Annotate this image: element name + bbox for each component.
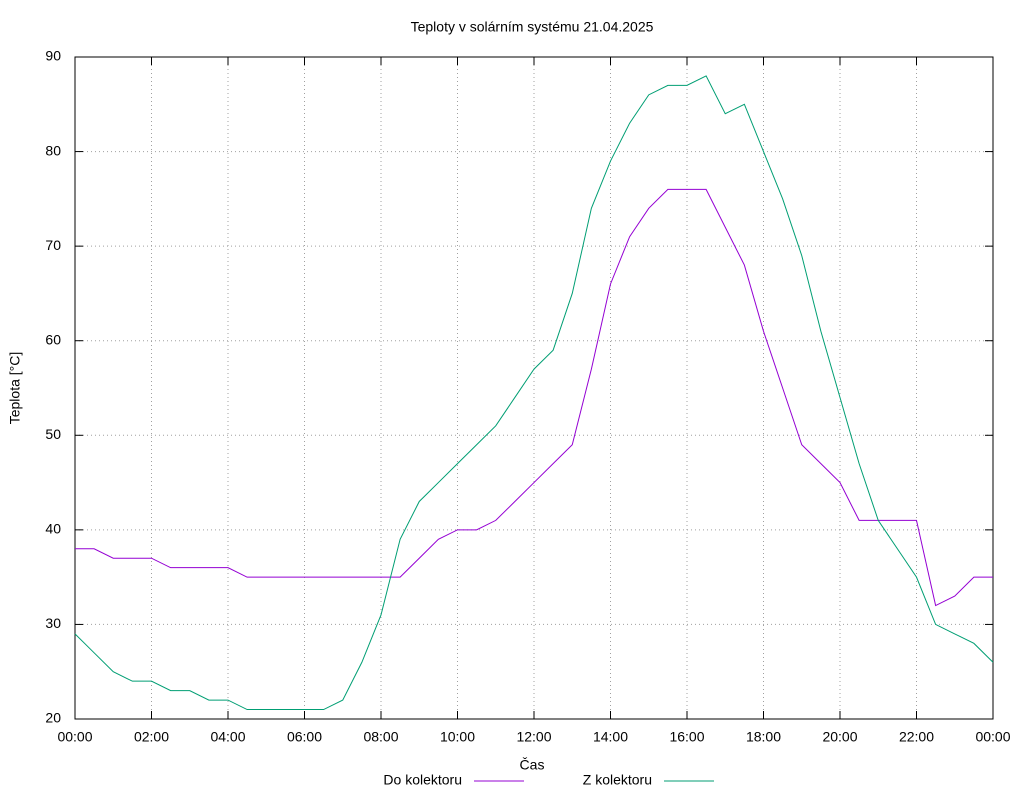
x-tick-label: 08:00 bbox=[363, 729, 398, 745]
x-tick-label: 14:00 bbox=[593, 729, 628, 745]
x-tick-label: 18:00 bbox=[746, 729, 781, 745]
y-tick-label: 50 bbox=[45, 426, 61, 442]
y-tick-label: 90 bbox=[45, 48, 61, 64]
legend-label: Do kolektoru bbox=[383, 772, 462, 788]
x-tick-label: 16:00 bbox=[669, 729, 704, 745]
y-tick-label: 60 bbox=[45, 331, 61, 347]
data-line bbox=[74, 75, 994, 711]
x-tick-label: 00:00 bbox=[975, 729, 1010, 745]
x-axis-label: Čas bbox=[520, 757, 545, 773]
plot-frame bbox=[74, 56, 994, 720]
y-tick-label: 40 bbox=[45, 521, 61, 537]
y-tick-label: 20 bbox=[45, 710, 61, 726]
data-line bbox=[75, 188, 993, 607]
y-tick-label: 30 bbox=[45, 615, 61, 631]
x-tick-label: 00:00 bbox=[57, 729, 92, 745]
x-tick-label: 04:00 bbox=[210, 729, 245, 745]
chart-title: Teploty v solárním systému 21.04.2025 bbox=[411, 19, 654, 35]
x-tick-label: 12:00 bbox=[516, 729, 551, 745]
x-tick-label: 02:00 bbox=[134, 729, 169, 745]
y-tick-label: 80 bbox=[45, 142, 61, 158]
x-tick-label: 22:00 bbox=[899, 729, 934, 745]
legend-label: Z kolektoru bbox=[583, 772, 652, 788]
y-tick-label: 70 bbox=[45, 237, 61, 253]
y-axis-label: Teplota [°C] bbox=[7, 352, 23, 425]
x-tick-label: 20:00 bbox=[822, 729, 857, 745]
x-tick-label: 06:00 bbox=[287, 729, 322, 745]
x-tick-label: 10:00 bbox=[440, 729, 475, 745]
